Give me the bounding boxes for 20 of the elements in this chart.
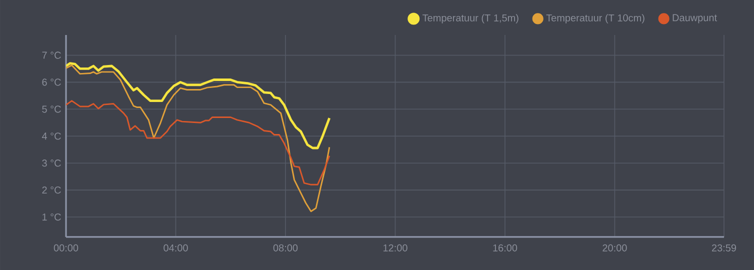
y-tick-label: 3 °C [42, 160, 61, 167]
x-tick-label: 12:00 [383, 244, 408, 252]
x-tick-label: 23:59 [712, 244, 736, 252]
y-tick-label: 7 °C [42, 52, 61, 59]
y-tick-label: 2 °C [42, 186, 61, 194]
y-tick-label: 4 °C [42, 132, 61, 140]
legend-label: Temperatuur (T 10cm) [546, 14, 644, 24]
x-tick-label: 16:00 [493, 244, 518, 252]
line-series [66, 64, 330, 212]
x-tick-label: 00:00 [54, 244, 78, 252]
legend-label: Dauwpunt [672, 14, 717, 24]
y-tick-label: 6 °C [42, 78, 61, 86]
y-tick-label: 1 °C [42, 213, 61, 221]
legend-label: Temperatuur (T 1,5m) [422, 14, 518, 24]
line-series [66, 100, 330, 186]
y-tick-label: 5 °C [42, 106, 61, 113]
x-tick-label: 04:00 [164, 244, 188, 252]
x-tick-label: 08:00 [273, 244, 298, 252]
x-tick-label: 20:00 [602, 244, 627, 252]
line-series [66, 62, 331, 150]
